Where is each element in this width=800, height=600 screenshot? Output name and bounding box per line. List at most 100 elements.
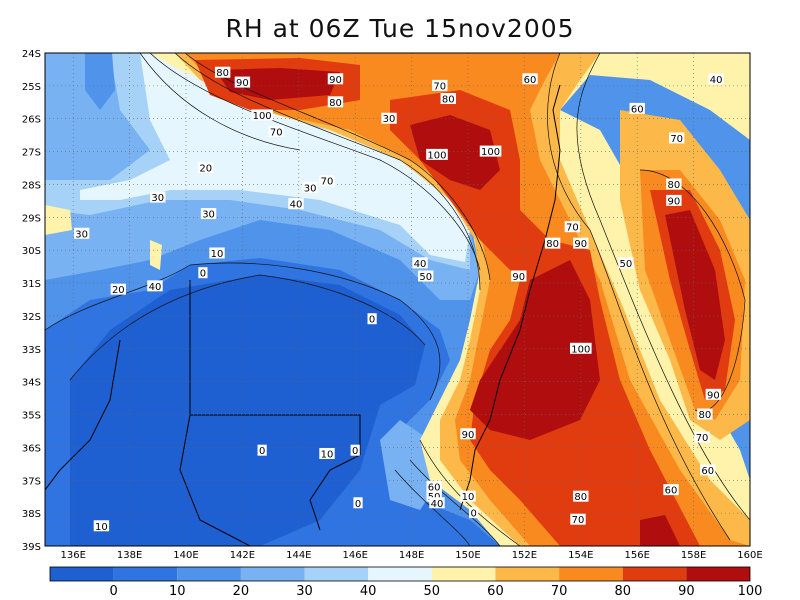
contour-label-bg (257, 444, 267, 456)
contour-label-bg (93, 520, 110, 532)
colorbar-label: 0 (109, 584, 117, 599)
lat-tick-28S: 28S (22, 180, 41, 191)
band-40-50 (80, 53, 470, 262)
contour-label: 80 (442, 95, 455, 106)
band-10-20-north (85, 53, 115, 110)
contour-label-bg (319, 175, 335, 187)
lat-tick-30S: 30S (22, 246, 41, 257)
contour-label-bg (429, 497, 445, 509)
lat-tick-37S: 37S (22, 476, 41, 487)
lon-tick-138E: 138E (117, 550, 142, 561)
contour-label: 50 (620, 259, 633, 270)
colorbar-label: 10 (169, 584, 186, 599)
contour-label-bg (426, 148, 448, 160)
contour-label-bg (522, 73, 538, 85)
lat-tick-33S: 33S (22, 345, 41, 356)
lat-tick-26S: 26S (22, 115, 41, 126)
contour-label-bg (668, 132, 685, 144)
lon-tick-160E: 160E (737, 550, 762, 561)
contour-label: 20 (199, 164, 212, 175)
band-100-nw (215, 68, 340, 100)
colorbar-swatch (431, 567, 496, 581)
contour-label-bg (350, 444, 360, 456)
map-frame (44, 52, 751, 547)
lon-tick-140E: 140E (173, 550, 198, 561)
colorbar-swatch (304, 567, 369, 581)
contour-lines (45, 53, 750, 546)
contour-label: 10 (321, 449, 334, 460)
contour-label: 30 (202, 210, 215, 221)
colorbar: 0 10 20 30 40 50 60 70 80 90 100 (49, 566, 762, 599)
contour-label-bg (251, 109, 273, 121)
lat-tick-38S: 38S (22, 509, 41, 520)
lon-tick-144E: 144E (286, 550, 311, 561)
contour-label: 60 (701, 466, 714, 477)
contour-label-bg (511, 270, 527, 282)
colorbar-swatch (50, 567, 114, 581)
contour-label: 0 (470, 509, 476, 520)
lon-tick-150E: 150E (455, 550, 480, 561)
contour-label: 10 (462, 492, 475, 503)
contour-label: 30 (75, 229, 88, 240)
contour-label: 0 (200, 269, 206, 280)
contour-label-bg (214, 66, 231, 78)
contour-label: 0 (355, 499, 361, 510)
contour-label: 0 (352, 446, 358, 457)
lon-tick-142E: 142E (230, 550, 255, 561)
contour-label: 100 (253, 111, 272, 122)
colorbar-swatch (240, 567, 305, 581)
colorbar-swatch (559, 567, 623, 581)
contour-label: 0 (369, 315, 375, 326)
lat-tick-39S: 39S (22, 542, 41, 553)
lon-tick-148E: 148E (399, 550, 424, 561)
contour-label-bg (469, 507, 479, 519)
lat-tick-labels: 24S 25S 26S 27S 28S 29S 30S 31S 32S 33S 34S 35S 36S 3… (22, 49, 41, 553)
colorbar-label: 30 (296, 584, 313, 599)
contour-label-bg (460, 428, 476, 440)
contour-label: 70 (321, 177, 334, 188)
contour-label: 90 (667, 196, 680, 207)
contour-label-bg (73, 227, 90, 239)
lat-lon-grid (45, 53, 750, 546)
lon-tick-labels: 136E 138E 140E 142E 144E 146E 148E 150E 152E 154E… (60, 550, 762, 561)
contour-label-bg (573, 237, 589, 249)
contour-label-bg (426, 490, 442, 502)
contour-label: 60 (665, 486, 678, 497)
band-100-main2 (470, 260, 600, 440)
contour-label-bg (618, 257, 634, 269)
contour-label: 0 (259, 446, 265, 457)
contour-label-bg (147, 280, 163, 292)
contour-label-bg (697, 408, 713, 420)
contour-label-bg (288, 198, 304, 210)
contour-label-bg (319, 447, 335, 459)
contour-label-bg (381, 112, 397, 124)
contour-label: 70 (566, 223, 579, 234)
lat-tick-29S: 29S (22, 213, 41, 224)
contour-label: 40 (414, 259, 427, 270)
contour-label-bg (573, 490, 589, 502)
contour-label-bg (570, 342, 592, 354)
contour-label: 20 (112, 285, 125, 296)
contour-label-bg (200, 208, 217, 220)
contour-label: 100 (481, 147, 500, 158)
contour-label: 40 (710, 75, 723, 86)
contour-label: 30 (304, 183, 317, 194)
contour-label: 40 (431, 499, 444, 510)
colorbar-label: 70 (551, 584, 568, 599)
contour-label-bg (327, 73, 344, 85)
contour-label: 90 (329, 75, 342, 86)
contour-label-bg (418, 270, 434, 282)
contour-label: 30 (151, 193, 164, 204)
colorbar-label: 20 (233, 584, 250, 599)
contour-label: 80 (546, 239, 559, 250)
contour-label: 90 (236, 78, 249, 89)
contour-label-bg (110, 283, 127, 295)
contour-label-bg (412, 257, 428, 269)
colorbar-label: 50 (424, 584, 441, 599)
colorbar-label: 40 (360, 584, 377, 599)
contour-label: 70 (670, 134, 683, 145)
contour-label: 80 (574, 492, 587, 503)
contour-label: 60 (524, 75, 537, 86)
contour-label-bg (629, 102, 645, 114)
contour-label-bg (700, 464, 716, 476)
